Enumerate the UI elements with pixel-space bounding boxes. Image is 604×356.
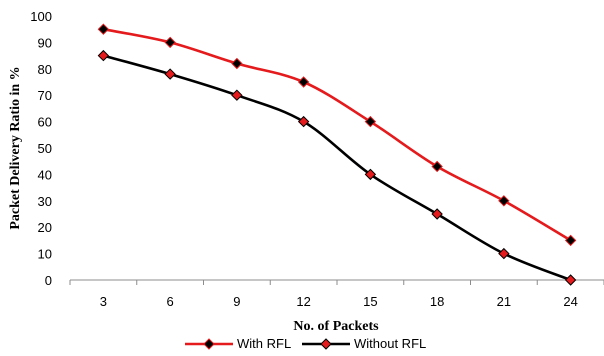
x-tick-label: 12 xyxy=(296,294,310,309)
y-tick-label: 0 xyxy=(45,273,52,288)
y-axis-title: Packet Delivery Ratio in % xyxy=(8,66,23,229)
series-line xyxy=(103,27,572,242)
legend-marker xyxy=(320,338,332,350)
legend-marker xyxy=(203,338,215,350)
data-point-marker xyxy=(231,57,243,70)
data-point-marker xyxy=(364,168,377,181)
data-point-marker xyxy=(431,160,443,173)
x-tick-label: 24 xyxy=(563,294,577,309)
data-point-marker xyxy=(364,115,377,128)
x-tick-label: 21 xyxy=(497,294,511,309)
data-point-marker xyxy=(498,247,510,260)
y-tick-label: 70 xyxy=(38,88,52,103)
x-axis-title: No. of Packets xyxy=(293,319,379,334)
legend-label: Without RFL xyxy=(354,336,426,351)
data-point-marker xyxy=(97,49,110,62)
x-tick-label: 18 xyxy=(430,294,444,309)
data-point-marker xyxy=(297,115,310,128)
legend-entry: Without RFL xyxy=(302,336,426,351)
data-point-marker xyxy=(564,274,577,286)
y-tick-label: 100 xyxy=(30,9,52,24)
y-axis-ticks: 0 10 20 30 40 50 60 70 80 90 100 xyxy=(30,9,52,288)
y-tick-label: 60 xyxy=(38,115,52,130)
y-tick-label: 90 xyxy=(38,35,52,50)
y-tick-label: 10 xyxy=(38,247,52,262)
data-point-marker xyxy=(164,68,176,80)
legend: With RFL Without RFL xyxy=(185,336,426,351)
data-point-marker xyxy=(97,23,110,35)
y-tick-label: 80 xyxy=(38,62,52,77)
y-tick-label: 40 xyxy=(38,167,52,182)
y-tick-label: 20 xyxy=(38,220,52,235)
y-tick-label: 50 xyxy=(38,141,52,156)
series-layer xyxy=(97,23,577,286)
x-axis-ticks: 3 6 9 12 15 18 21 24 xyxy=(69,280,604,309)
x-tick-label: 9 xyxy=(233,294,240,309)
series-line xyxy=(103,54,572,282)
legend-entry: With RFL xyxy=(185,336,291,351)
data-point-marker xyxy=(498,195,510,207)
series-with-rfl xyxy=(97,23,577,247)
data-point-marker xyxy=(564,234,577,247)
data-point-marker xyxy=(164,36,176,49)
legend-label: With RFL xyxy=(237,336,291,351)
x-tick-label: 3 xyxy=(100,294,107,309)
x-tick-label: 6 xyxy=(167,294,174,309)
series-without-rfl xyxy=(97,49,577,286)
data-point-marker xyxy=(431,208,443,220)
y-tick-label: 30 xyxy=(38,194,52,209)
x-tick-label: 15 xyxy=(363,294,377,309)
data-point-marker xyxy=(231,89,243,101)
data-point-marker xyxy=(297,76,310,88)
